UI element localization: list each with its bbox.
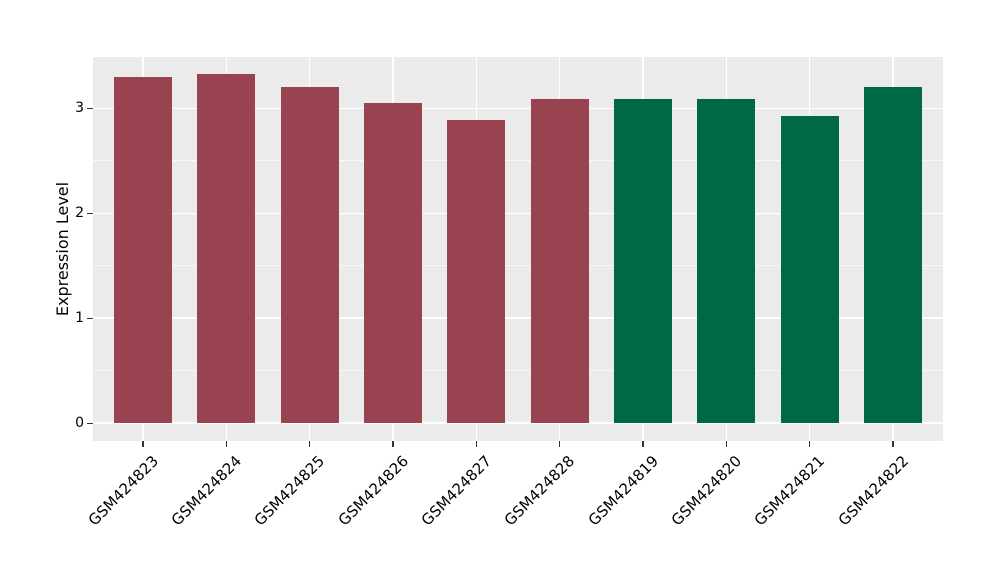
x-tick-mark-GSM424825 [309,441,311,447]
x-tick-label-GSM424826: GSM424826 [334,452,412,530]
gridline-minor-y1.5 [93,265,943,267]
x-tick-label-GSM424827: GSM424827 [417,452,496,530]
x-tick-mark-GSM424822 [892,441,894,447]
bar-GSM424821 [780,115,839,424]
x-tick-label-GSM424821: GSM424821 [751,452,829,530]
y-tick-label-1: 1 [75,310,84,327]
x-tick-mark-GSM424821 [809,441,811,447]
y-tick-label-2: 2 [75,205,84,222]
x-tick-mark-GSM424819 [642,441,644,447]
x-tick-label-GSM424825: GSM424825 [251,452,329,530]
y-tick-label-3: 3 [75,100,84,117]
gridline-major-y1 [93,317,943,319]
gridline-major-y3 [93,107,943,110]
x-tick-mark-GSM424827 [475,441,477,447]
x-tick-label-GSM424822: GSM424822 [834,452,912,530]
y-tick-mark-0 [87,422,93,424]
x-tick-label-GSM424823: GSM424823 [84,452,162,530]
bar-GSM424826 [363,103,423,424]
x-tick-mark-GSM424820 [725,441,727,447]
gridline-major-y0 [93,422,943,424]
bar-GSM424822 [863,87,923,424]
bar-GSM424825 [280,87,339,424]
gridline-minor-y2.5 [93,160,943,162]
x-tick-mark-GSM424823 [142,441,144,447]
x-tick-label-GSM424828: GSM424828 [501,452,579,530]
x-tick-label-GSM424820: GSM424820 [667,452,746,530]
bar-GSM424819 [613,98,673,424]
bar-GSM424824 [197,73,256,424]
gridline-major-y2 [93,212,943,215]
bar-GSM424827 [447,119,506,424]
x-tick-mark-GSM424824 [225,441,227,447]
y-tick-mark-3 [87,107,93,110]
y-tick-mark-1 [87,317,93,319]
y-tick-label-0: 0 [75,415,84,432]
x-tick-mark-GSM424826 [392,441,394,447]
x-tick-mark-GSM424828 [559,441,561,447]
gridline-minor-y0.5 [93,370,943,372]
x-tick-label-GSM424819: GSM424819 [584,452,662,530]
bar-GSM424820 [697,98,756,424]
y-tick-mark-2 [87,212,93,214]
bar-GSM424823 [113,76,173,424]
bar-GSM424828 [530,98,589,424]
x-tick-label-GSM424824: GSM424824 [167,452,246,530]
